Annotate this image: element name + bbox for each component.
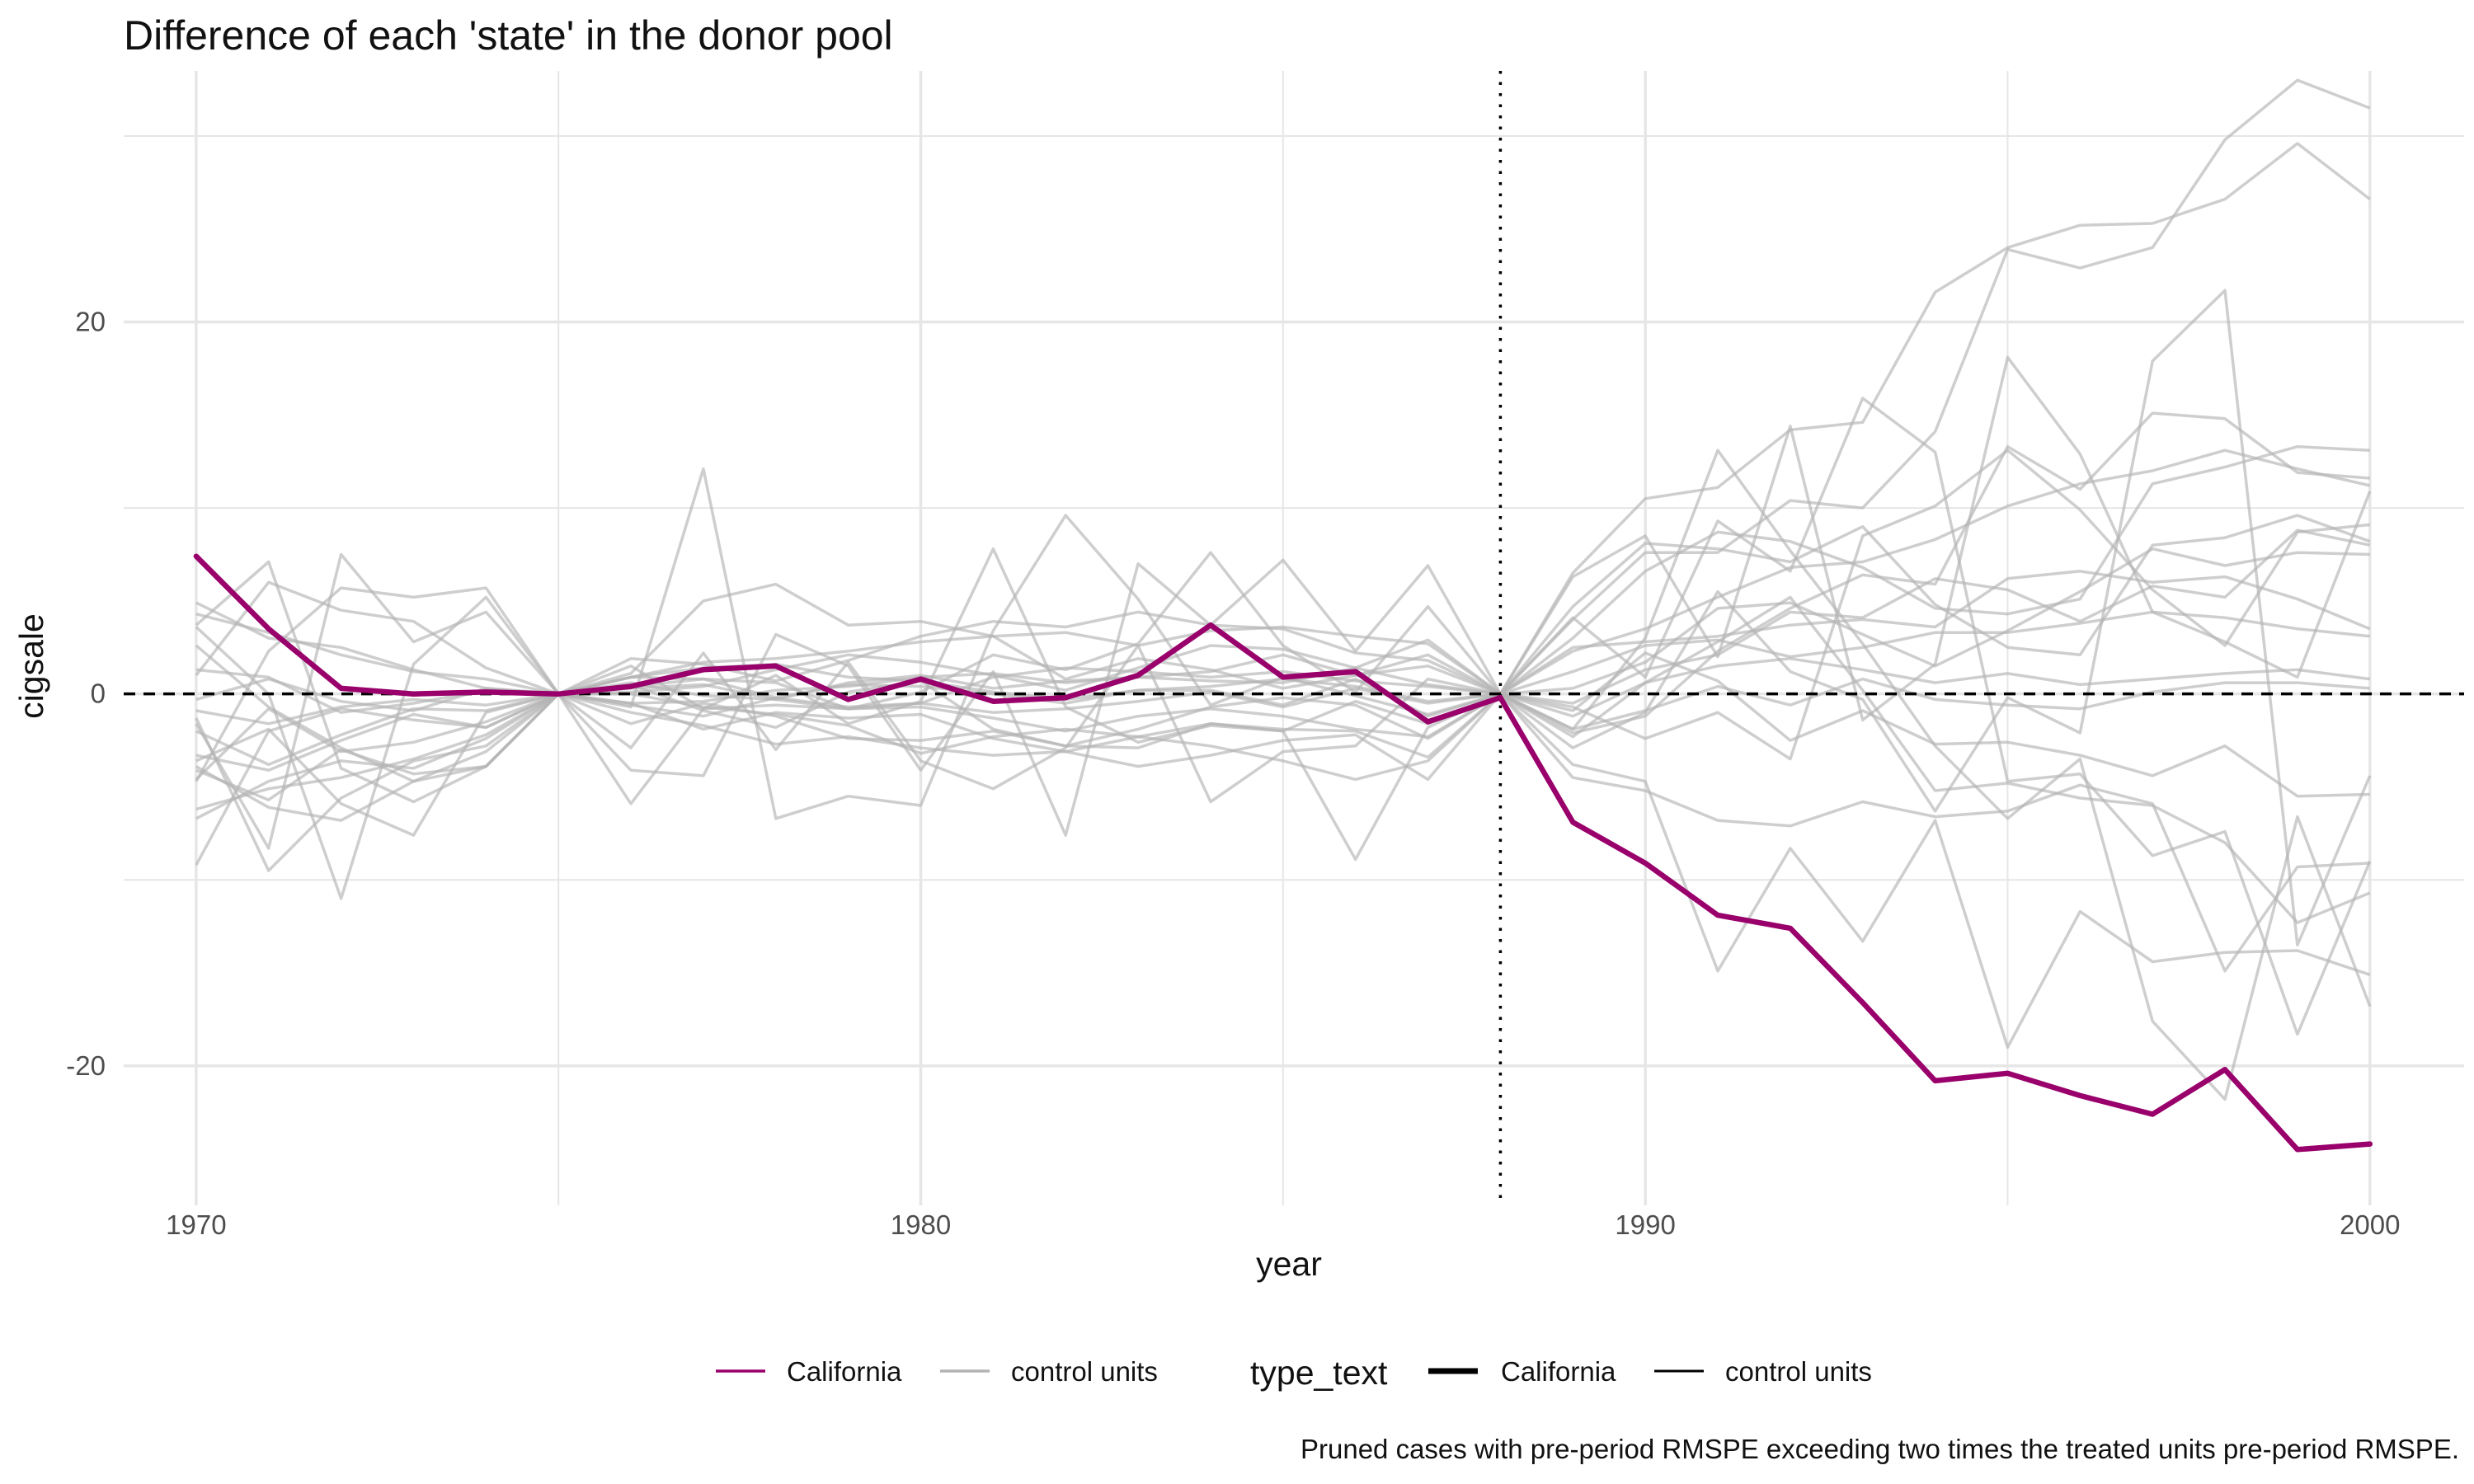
y-tick-label: 20 — [75, 307, 106, 337]
x-tick-label: 2000 — [2340, 1209, 2400, 1240]
legend-label-control-width: control units — [1725, 1356, 1872, 1387]
y-tick-label: -20 — [66, 1050, 106, 1081]
legend-title-type-text: type_text — [1250, 1354, 1388, 1392]
x-tick-label: 1980 — [891, 1209, 951, 1240]
chart-caption: Pruned cases with pre-period RMSPE excee… — [1300, 1434, 2459, 1464]
legend-label-control-colour: control units — [1011, 1356, 1158, 1387]
chart-title: Difference of each 'state' in the donor … — [124, 12, 893, 59]
legend-label-california-colour: California — [787, 1356, 902, 1387]
x-tick-label: 1970 — [166, 1209, 226, 1240]
legend-label-california-width: California — [1501, 1356, 1616, 1387]
y-tick-label: 0 — [91, 679, 106, 709]
california-line-group — [193, 553, 2373, 1153]
y-axis-title: cigsale — [12, 613, 50, 719]
x-axis-title: year — [1256, 1245, 1322, 1283]
x-tick-label: 1990 — [1615, 1209, 1675, 1240]
y-tick-labels: -20 0 20 — [66, 307, 106, 1081]
x-tick-labels: 1970 1980 1990 2000 — [166, 1209, 2400, 1240]
reference-lines — [124, 71, 2464, 1205]
california-line — [193, 553, 2373, 1153]
legend: California control units type_text Calif… — [716, 1354, 1872, 1392]
grid-lines — [124, 71, 2464, 1205]
